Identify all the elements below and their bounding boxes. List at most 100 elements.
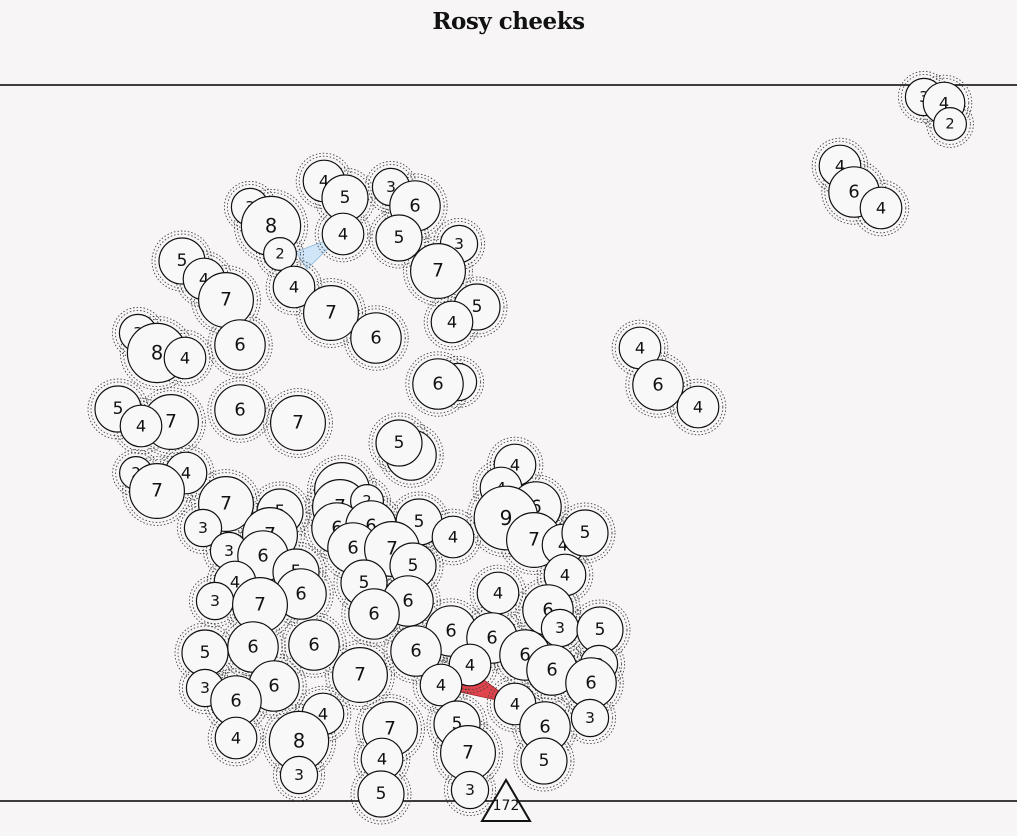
number-piece[interactable]: 4	[430, 300, 474, 344]
piece-number: 6	[370, 328, 381, 349]
piece-disc	[303, 285, 360, 342]
piece-range-ring	[299, 281, 363, 345]
piece-number: 4	[199, 270, 209, 289]
piece-disc	[279, 755, 319, 795]
piece-number: 4	[436, 676, 446, 695]
number-piece[interactable]: 4	[321, 212, 365, 256]
number-piece[interactable]: 6	[214, 319, 266, 371]
piece-number: 6	[234, 335, 245, 356]
piece-range-ring	[207, 377, 273, 443]
piece-number: 7	[528, 530, 540, 551]
number-piece[interactable]: 3	[279, 755, 319, 795]
piece-number: 6	[542, 600, 553, 621]
number-piece[interactable]: 2	[263, 237, 298, 272]
number-piece[interactable]: 7	[270, 395, 327, 452]
goal-triangle-icon	[480, 778, 532, 822]
number-piece[interactable]: 5	[375, 214, 423, 262]
piece-number: 6	[519, 645, 530, 666]
number-piece[interactable]: 5	[520, 737, 568, 785]
piece-range-ring	[446, 276, 508, 338]
piece-range-ring	[266, 391, 330, 455]
number-piece[interactable]: 5	[576, 606, 624, 654]
number-piece[interactable]: 6	[350, 312, 402, 364]
number-piece[interactable]: 4	[618, 326, 662, 370]
number-piece[interactable]: 4	[859, 186, 903, 230]
number-piece[interactable]: 3	[540, 608, 580, 648]
piece-number: 5	[394, 228, 405, 248]
piece-range-ring	[263, 388, 333, 458]
piece-number: 4	[136, 417, 146, 436]
number-piece[interactable]: 6	[288, 619, 340, 671]
number-piece[interactable]: 6	[214, 384, 266, 436]
piece-range-ring	[249, 481, 311, 543]
piece-disc	[263, 237, 298, 272]
piece-range-ring	[915, 74, 973, 132]
piece-disc	[163, 336, 207, 380]
number-piece[interactable]: 4	[476, 571, 520, 615]
piece-number: 4	[318, 705, 328, 724]
piece-range-ring	[611, 319, 669, 377]
number-piece[interactable]: 4	[419, 663, 463, 707]
piece-range-ring	[294, 685, 352, 743]
piece-range-ring	[156, 329, 214, 387]
piece-number: 5	[177, 251, 188, 271]
piece-number: 4	[493, 584, 503, 603]
piece-number: 6	[347, 538, 358, 559]
goal-marker[interactable]: 172	[480, 778, 532, 822]
number-piece[interactable]: 6	[519, 701, 571, 753]
piece-number: 5	[472, 297, 483, 317]
number-piece[interactable]: 5	[561, 509, 609, 557]
number-piece[interactable]: 6	[348, 588, 400, 640]
piece-number: 4	[377, 750, 387, 769]
piece-disc	[520, 737, 568, 785]
piece-number: 6	[409, 196, 420, 217]
number-piece[interactable]: 6	[412, 358, 464, 410]
number-piece[interactable]: 6	[526, 644, 578, 696]
number-piece[interactable]: 3	[183, 508, 223, 548]
number-piece[interactable]: 6	[390, 625, 442, 677]
number-piece[interactable]: 4	[163, 336, 207, 380]
number-piece[interactable]: 5	[375, 419, 423, 467]
piece-range-ring	[406, 239, 470, 303]
piece-number: 8	[293, 730, 305, 753]
piece-number: 7	[151, 481, 163, 502]
number-piece[interactable]: 5	[357, 770, 405, 818]
number-piece[interactable]: 7	[129, 463, 186, 520]
piece-number: 2	[945, 116, 954, 133]
piece-number: 2	[275, 246, 284, 263]
piece-number: 5	[408, 556, 419, 576]
number-piece[interactable]: 4	[431, 515, 475, 559]
piece-number: 6	[368, 604, 379, 625]
piece-number: 3	[224, 542, 234, 560]
piece-number: 4	[510, 695, 520, 714]
number-piece[interactable]: 7	[332, 646, 389, 703]
number-piece[interactable]: 4	[119, 404, 163, 448]
piece-number: 4	[510, 456, 520, 475]
piece-disc	[357, 770, 405, 818]
piece-range-ring	[403, 236, 473, 306]
number-piece[interactable]: 7	[198, 272, 255, 329]
piece-number: 6	[432, 374, 443, 395]
number-piece[interactable]: 7	[303, 285, 360, 342]
number-piece[interactable]: 3	[450, 770, 490, 810]
piece-number: 6	[539, 717, 550, 738]
piece-range-ring	[486, 436, 544, 494]
number-piece[interactable]: 6	[275, 568, 327, 620]
number-piece[interactable]: 3	[570, 698, 610, 738]
piece-number: 6	[295, 584, 306, 605]
piece-number: 7	[165, 412, 177, 433]
number-piece[interactable]: 7	[410, 243, 467, 300]
piece-disc	[390, 625, 442, 677]
number-piece[interactable]: 6	[632, 359, 684, 411]
piece-number: 3	[294, 766, 304, 784]
number-piece[interactable]: 3	[195, 581, 235, 621]
number-piece[interactable]: 4	[214, 716, 258, 760]
piece-number: 6	[546, 660, 557, 681]
piece-disc	[632, 359, 684, 411]
number-piece[interactable]: 4	[676, 385, 720, 429]
piece-number: 3	[454, 235, 464, 253]
number-piece[interactable]: 2	[932, 106, 967, 141]
piece-number: 5	[595, 620, 606, 640]
number-piece[interactable]: 4	[272, 265, 316, 309]
